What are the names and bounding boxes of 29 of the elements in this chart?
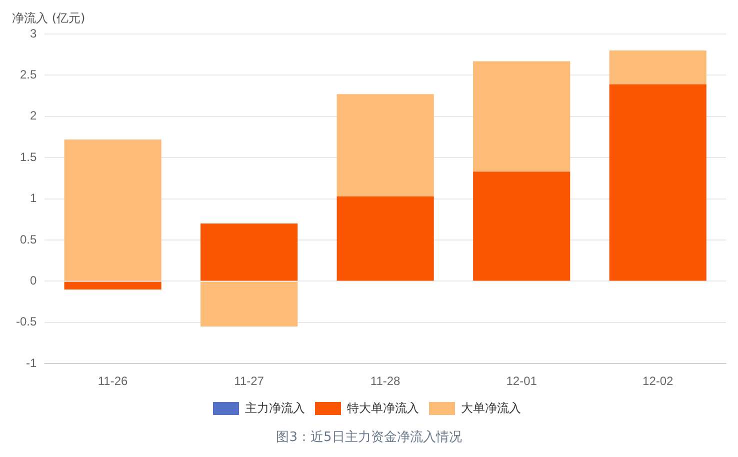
legend-label: 特大单净流入 bbox=[347, 400, 419, 415]
bar bbox=[609, 50, 706, 84]
bar bbox=[200, 224, 298, 281]
legend-label: 主力净流入 bbox=[245, 400, 305, 415]
y-tick-label: -0.5 bbox=[16, 314, 37, 329]
y-tick-label: 1 bbox=[30, 191, 37, 206]
x-tick-label: 11-28 bbox=[370, 374, 401, 388]
y-tick-label: 0 bbox=[30, 274, 37, 288]
x-tick-label: 12-01 bbox=[506, 374, 538, 388]
bar bbox=[336, 94, 434, 196]
bar bbox=[473, 172, 570, 281]
caption: 图3：近5日主力资金净流入情况 bbox=[275, 429, 463, 446]
y-tick-label: 3 bbox=[30, 26, 37, 40]
x-tick-label: 12-02 bbox=[642, 374, 674, 388]
legend-label: 大单净流入 bbox=[461, 400, 521, 415]
y-tick-label: 1.5 bbox=[20, 150, 37, 164]
x-tick-label: 11-27 bbox=[234, 374, 264, 388]
bar bbox=[64, 139, 162, 281]
bar bbox=[200, 282, 298, 327]
y-tick-label: 2 bbox=[30, 108, 37, 123]
y-tick-label: 2.5 bbox=[20, 68, 37, 82]
y-tick-label: -1 bbox=[26, 356, 37, 370]
y-tick-label: 0.5 bbox=[20, 232, 37, 246]
y-axis-title: 净流入 (亿元) bbox=[12, 10, 86, 27]
x-tick-label: 11-26 bbox=[98, 374, 128, 388]
bar bbox=[336, 196, 434, 281]
bar bbox=[473, 61, 570, 172]
bar bbox=[609, 84, 706, 281]
bar bbox=[64, 282, 162, 290]
